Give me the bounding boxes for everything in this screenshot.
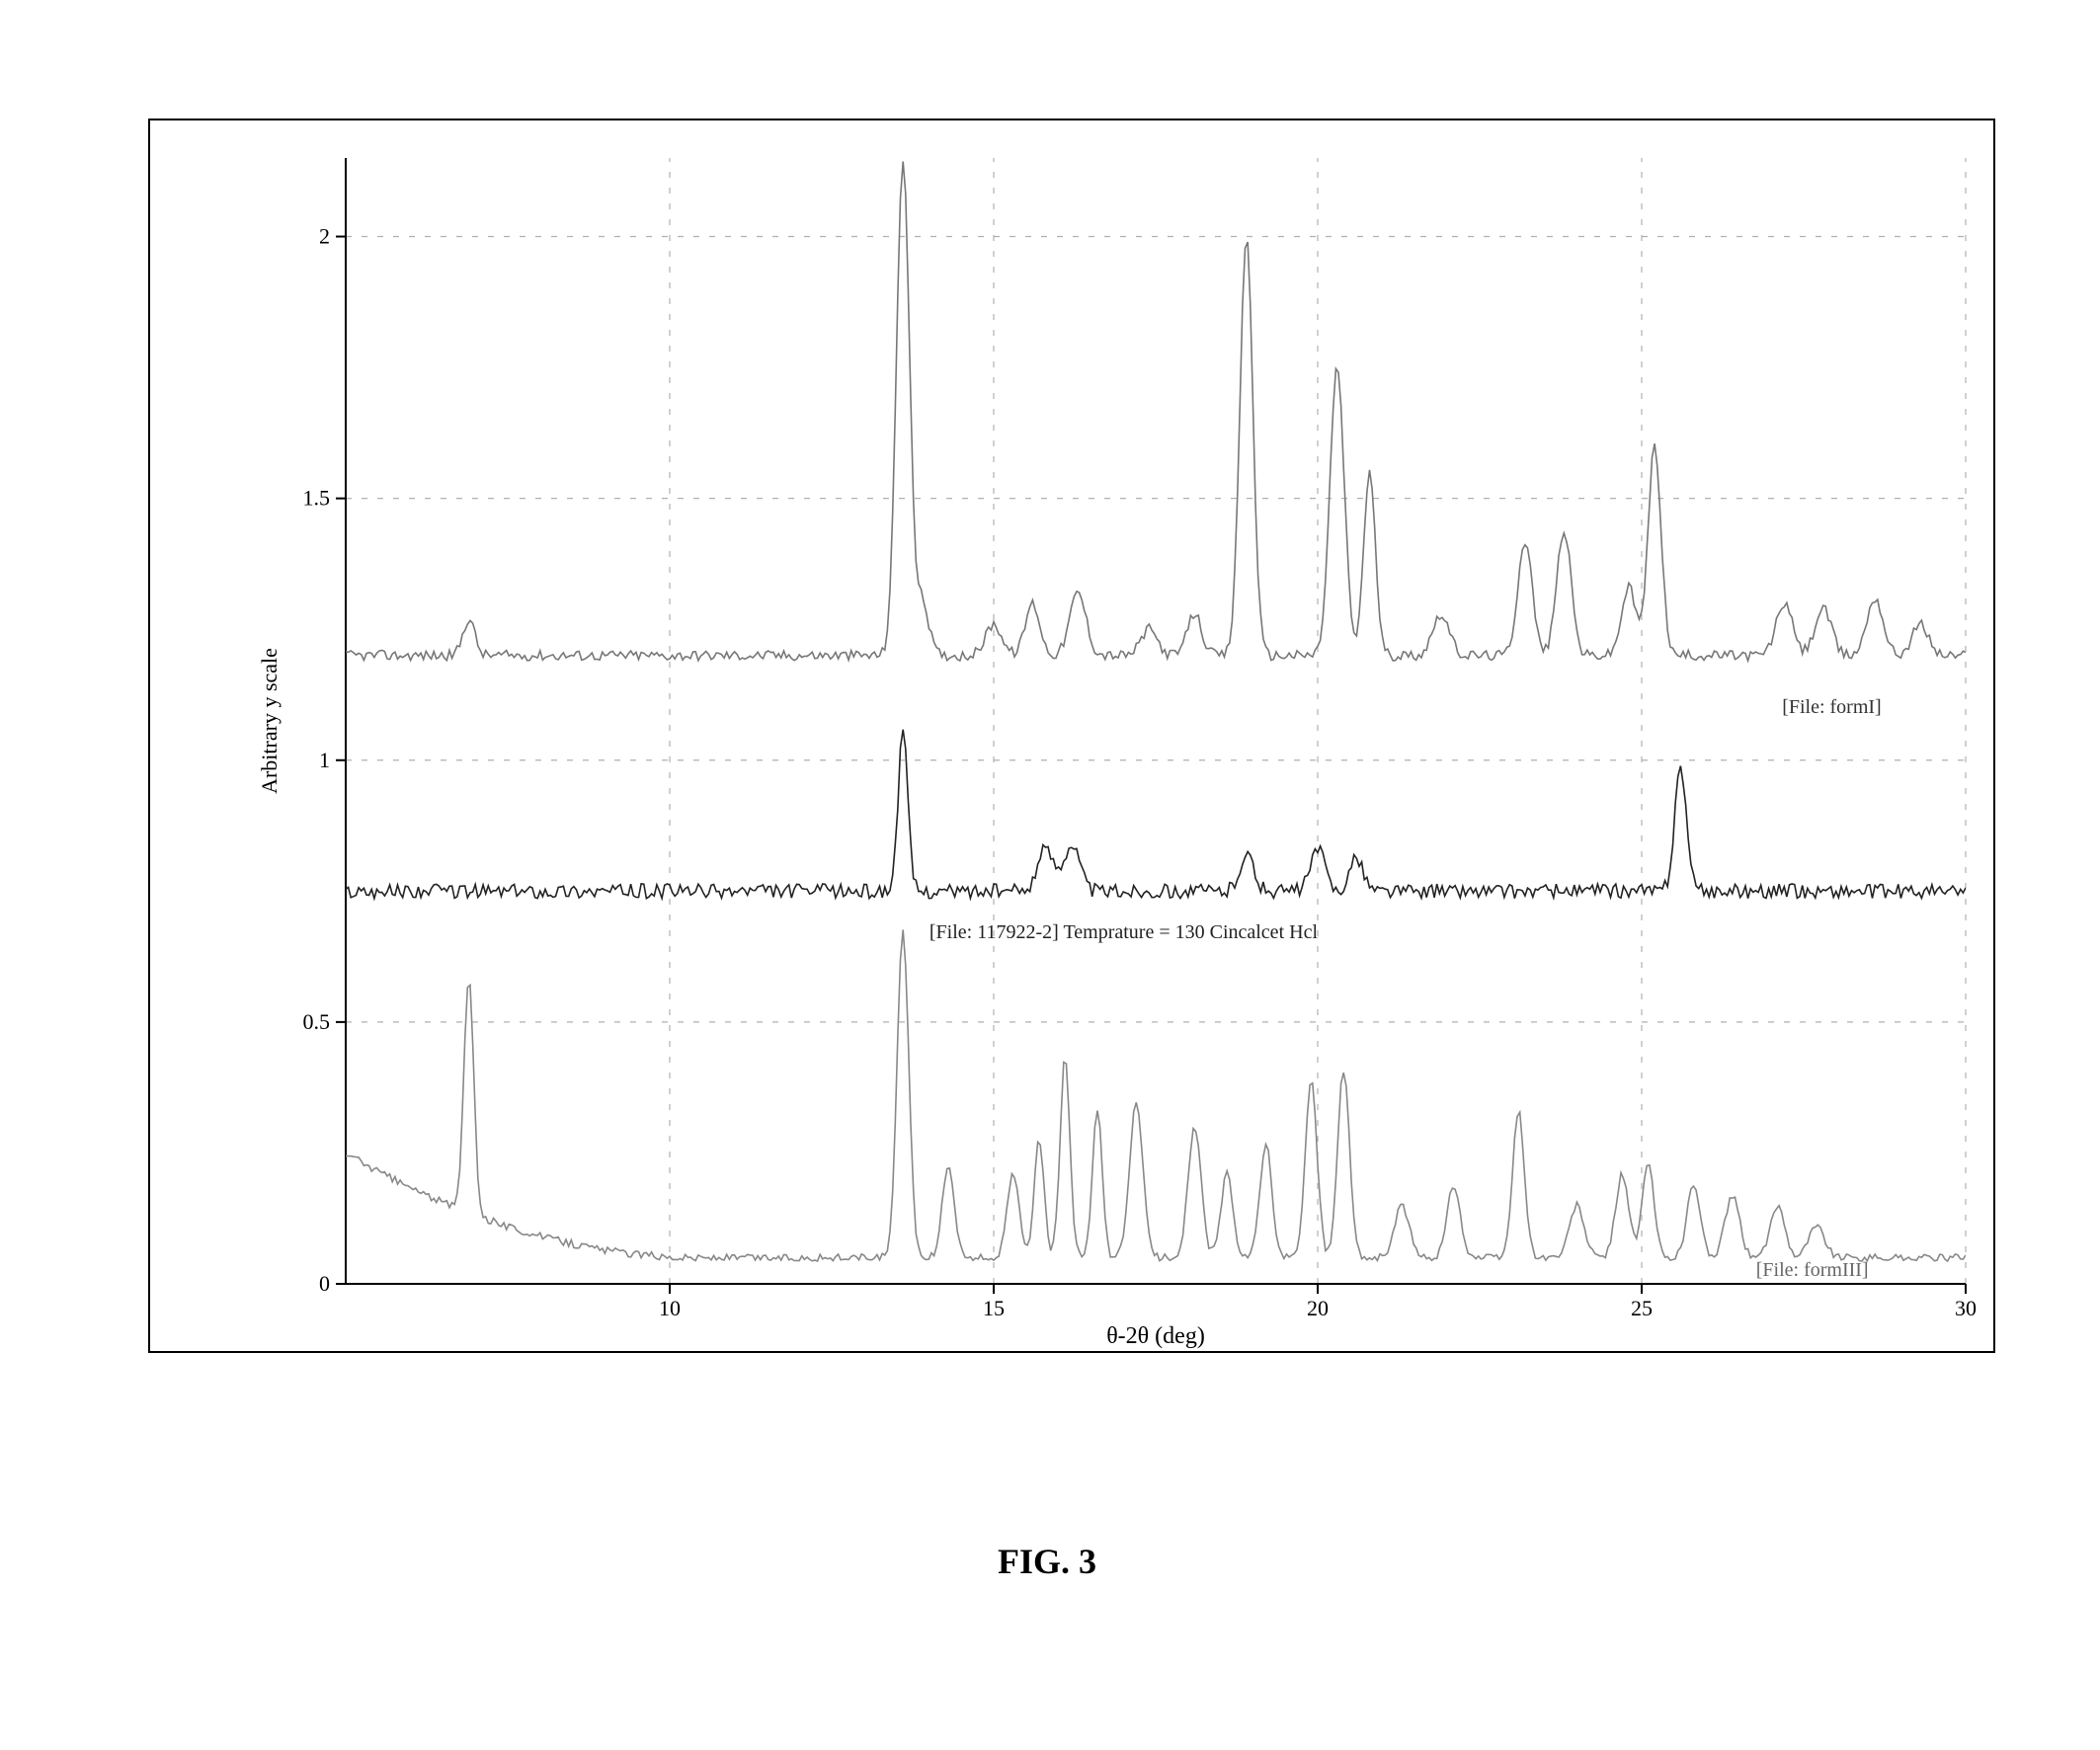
figure-caption: FIG. 3 xyxy=(998,1541,1096,1582)
svg-text:θ-2θ (deg): θ-2θ (deg) xyxy=(1106,1323,1205,1349)
series-117922-2 xyxy=(346,730,1966,899)
series-formIII xyxy=(346,929,1966,1261)
svg-text:30: 30 xyxy=(1955,1296,1977,1320)
svg-text:1: 1 xyxy=(319,748,330,772)
svg-text:10: 10 xyxy=(659,1296,681,1320)
series-label-formIII: [File: formIII] xyxy=(1756,1259,1869,1281)
svg-text:20: 20 xyxy=(1307,1296,1329,1320)
svg-text:2: 2 xyxy=(319,224,330,249)
series-label-formI: [File: formI] xyxy=(1782,696,1882,718)
svg-text:0: 0 xyxy=(319,1271,330,1296)
svg-text:1.5: 1.5 xyxy=(303,486,331,511)
svg-text:25: 25 xyxy=(1631,1296,1653,1320)
svg-text:Arbitrary y scale: Arbitrary y scale xyxy=(257,648,282,794)
svg-text:15: 15 xyxy=(983,1296,1005,1320)
svg-text:0.5: 0.5 xyxy=(303,1009,331,1034)
series-label-117922-2: [File: 117922-2] Temprature = 130 Cincal… xyxy=(929,921,1319,943)
xrd-chart: 10 15 20 25 30 0 0.5 1 1.5 2 θ-2θ (deg) Arbitrary y… xyxy=(0,0,2100,1750)
